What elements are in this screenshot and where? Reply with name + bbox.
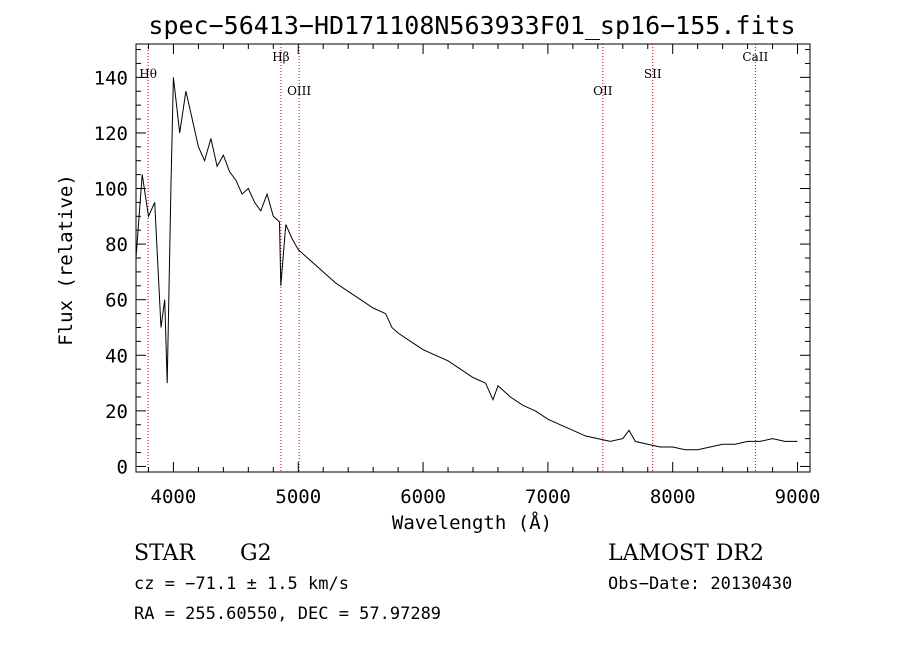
y-tick-label: 0 [117,456,128,478]
x-tick-label: 4000 [151,486,197,508]
redshift-text: cz = −71.1 ± 1.5 km/s [134,574,349,594]
line-marker-label: Hθ [139,67,157,81]
axis-ticks: 4000 5000 6000 7000 8000 9000 0 20 40 60 80 100 120 1… [94,44,821,508]
obs-date: Obs−Date: 20130430 [608,574,792,594]
coordinates: RA = 255.60550, DEC = 57.97289 [134,604,441,624]
line-marker-label: OIII [287,84,311,98]
y-tick-label: 120 [94,123,128,145]
x-tick-label: 8000 [650,486,696,508]
x-tick-label: 9000 [775,486,821,508]
subclass: G2 [240,541,272,566]
y-tick-label: 20 [105,401,128,423]
y-tick-label: 140 [94,67,128,89]
y-tick-label: 80 [105,234,128,256]
emission-line-markers: Hθ Hβ OIII OII SII CaII [139,44,768,472]
line-marker-label: CaII [742,50,768,64]
survey-name: LAMOST DR2 [608,541,764,566]
y-axis-label: Flux (relative) [55,174,77,346]
x-tick-label: 7000 [525,486,571,508]
y-tick-label: 60 [105,290,128,312]
line-marker-label: SII [644,67,662,81]
spectrum-line [135,77,798,451]
y-tick-label: 40 [105,345,128,367]
y-tick-label: 100 [94,179,128,201]
object-type: STAR [134,541,196,566]
plot-frame [135,43,811,473]
line-marker-label: Hβ [272,50,289,64]
chart-title: spec−56413−HD171108N563933F01_sp16−155.f… [148,11,795,40]
x-axis-label: Wavelength (Å) [392,511,552,534]
x-tick-label: 5000 [275,486,321,508]
x-tick-label: 6000 [400,486,446,508]
line-marker-label: OII [593,84,613,98]
